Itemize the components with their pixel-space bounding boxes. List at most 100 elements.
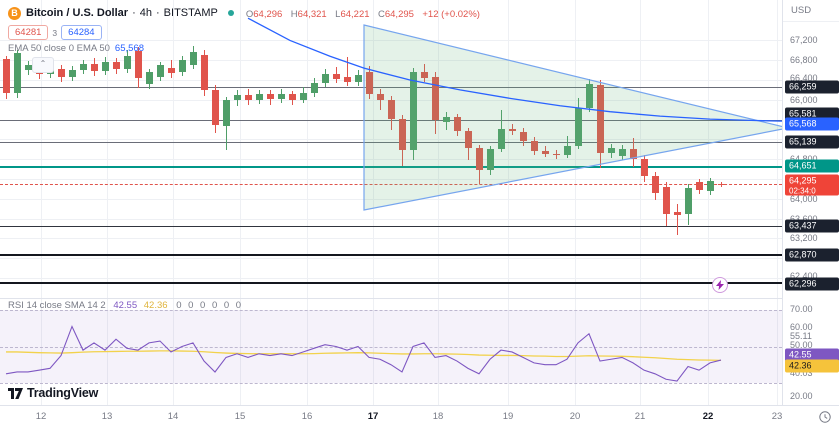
candle-body — [431, 77, 439, 120]
grid-line-horizontal — [0, 218, 782, 220]
price-axis-tick: 62,400 — [790, 271, 818, 281]
grid-line-vertical — [240, 0, 241, 405]
rsi-pane[interactable] — [0, 298, 782, 406]
rsi-sma-value: 42.36 — [143, 300, 168, 311]
candle-body — [343, 77, 351, 82]
candle-body — [211, 89, 219, 125]
price-axis-tick: 67,200 — [790, 35, 818, 45]
price-level-line — [0, 165, 782, 168]
candle-body — [673, 212, 681, 215]
change-value: +12 (+0.02%) — [422, 9, 480, 20]
time-axis[interactable]: 12 13 14 15 16 17 18 19 20 21 22 23 — [0, 405, 839, 428]
price-axis-tick: 50.00 — [790, 340, 813, 350]
time-axis-label: 12 — [35, 411, 47, 422]
candle-body — [266, 93, 274, 99]
candle-body — [332, 74, 340, 80]
bitcoin-icon: B — [8, 6, 21, 20]
countdown-timer: 02:34:0 — [789, 186, 816, 196]
candle-body — [90, 64, 98, 72]
candle-body — [684, 187, 692, 214]
interval-label[interactable]: 4h — [139, 7, 152, 19]
grid-line-horizontal — [0, 258, 782, 260]
time-axis-label: 22 — [702, 411, 714, 422]
ema-indicator-row[interactable]: EMA 50 close 0 EMA 50 65,568 — [8, 43, 480, 54]
high-label: H — [290, 9, 298, 20]
close-label: C — [377, 9, 385, 20]
candle-body — [409, 72, 417, 151]
candle-body — [563, 146, 571, 156]
sell-button[interactable]: 64281 — [8, 25, 49, 40]
candle-body — [2, 59, 10, 93]
candle-body — [145, 72, 153, 84]
flash-alert-icon[interactable] — [712, 277, 728, 293]
market-status-dot[interactable] — [227, 10, 234, 16]
ohlc-values: O64,296 H64,321 L64,221 C64,295 +12 (+0.… — [242, 4, 480, 22]
time-axis-label: 17 — [367, 411, 379, 422]
price-axis-tick: 55.11 — [790, 331, 812, 341]
price-axis-badge: 62,870 — [785, 248, 839, 262]
candle-body — [453, 116, 461, 131]
price-axis-tick: 66,000 — [790, 95, 818, 105]
candle-body — [68, 70, 76, 78]
tradingview-logo[interactable]: TradingView — [8, 386, 98, 400]
rsi-legend[interactable]: RSI 14 close SMA 14 2 42.55 42.36 0 0 0 … — [8, 300, 243, 311]
candle-body — [376, 93, 384, 100]
high-value: 64,321 — [297, 9, 327, 20]
candle-body — [717, 184, 725, 186]
candle-body — [310, 82, 318, 93]
candle-body — [57, 69, 65, 78]
candle-body — [552, 154, 560, 156]
candle-body — [662, 186, 670, 214]
candle-body — [541, 151, 549, 155]
grid-line-vertical — [41, 0, 42, 405]
close-value: 64,295 — [384, 9, 414, 20]
candle-body — [442, 116, 450, 122]
legend-collapse-button[interactable]: ⌃ — [32, 57, 54, 73]
price-axis-badge: 42.36 — [785, 359, 839, 373]
exchange-label[interactable]: BITSTAMP — [163, 7, 218, 19]
rsi-level-line — [0, 382, 782, 384]
candle-body — [519, 131, 527, 142]
candle-body — [167, 68, 175, 74]
candle-body — [607, 148, 615, 154]
time-axis-label: 23 — [771, 411, 783, 422]
price-axis[interactable]: USD 67,200 66,800 66,400 66,000 64,800 64,000… — [782, 0, 839, 405]
symbol-title[interactable]: Bitcoin / U.S. Dollar — [26, 7, 129, 19]
candle-body — [288, 93, 296, 100]
price-axis-badge: 63,437 — [785, 219, 839, 233]
candle-body — [13, 52, 21, 93]
candle-body — [574, 108, 582, 147]
symbol-legend: B Bitcoin / U.S. Dollar · 4h · BITSTAMP … — [8, 4, 480, 57]
rsi-extra-values: 0 0 0 0 0 0 — [176, 300, 244, 311]
buy-button[interactable]: 64284 — [61, 25, 102, 40]
price-axis-tick: 40.03 — [790, 368, 813, 378]
candle-body — [101, 62, 109, 72]
grid-line-vertical — [107, 0, 108, 405]
symbol-row: B Bitcoin / U.S. Dollar · 4h · BITSTAMP … — [8, 4, 480, 22]
candle-body — [651, 176, 659, 193]
candle-body — [123, 56, 131, 70]
quote-row: 64281 3 64284 — [8, 25, 480, 40]
axis-divider — [783, 21, 839, 22]
price-axis-badge: 42.55 — [785, 348, 839, 362]
candle-body — [629, 149, 637, 160]
clock-icon[interactable] — [818, 410, 832, 424]
ema-value: 65,568 — [114, 43, 144, 54]
price-level-line — [0, 141, 782, 143]
candle-body — [200, 55, 208, 90]
price-axis-tick: 20.00 — [790, 391, 813, 401]
candle-body — [596, 84, 604, 154]
price-axis-tick: 60.00 — [790, 322, 813, 332]
price-axis-tick: 64,000 — [790, 194, 818, 204]
price-axis-tick: 66,800 — [790, 55, 818, 65]
candle-body — [156, 65, 164, 78]
candle-body — [420, 72, 428, 79]
time-axis-label: 13 — [101, 411, 113, 422]
open-value: 64,296 — [253, 9, 283, 20]
candle-body — [497, 128, 505, 150]
candle-body — [706, 181, 714, 192]
ema-label: EMA 50 close 0 EMA 50 — [8, 43, 110, 54]
candle-body — [112, 62, 120, 70]
candle-body — [244, 94, 252, 100]
